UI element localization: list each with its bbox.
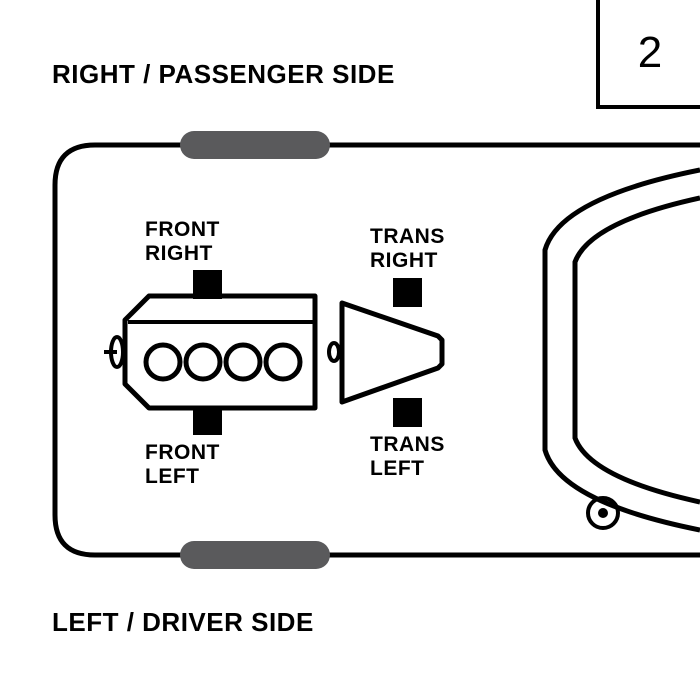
fuel-cap-inner (598, 508, 608, 518)
mount-trans-left (393, 398, 422, 427)
mount-trans-right (393, 278, 422, 307)
windshield-inner (575, 198, 700, 502)
cylinder-4 (266, 345, 300, 379)
cylinder-1 (146, 345, 180, 379)
transmission-body (342, 303, 442, 402)
bumper-bottom (180, 541, 330, 569)
cylinder-3 (226, 345, 260, 379)
transmission-shaft (329, 343, 339, 361)
engine-body (125, 296, 315, 408)
bumper-top (180, 131, 330, 159)
mount-front-left (193, 406, 222, 435)
mount-front-right (193, 270, 222, 299)
cylinder-2 (186, 345, 220, 379)
diagram-svg (0, 0, 700, 700)
